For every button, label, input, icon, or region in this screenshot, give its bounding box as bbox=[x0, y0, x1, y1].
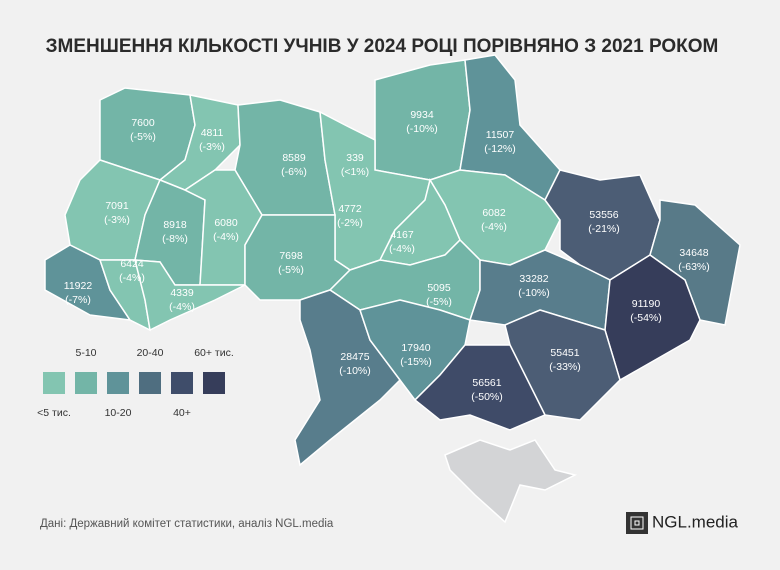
legend-swatch bbox=[203, 372, 225, 394]
region-value: 33282 bbox=[519, 273, 548, 285]
crimea bbox=[444, 439, 578, 524]
region bbox=[604, 254, 701, 382]
region-value: 4339 bbox=[170, 287, 194, 299]
region-change: (-21%) bbox=[588, 223, 620, 235]
logo: NGL.media bbox=[652, 512, 739, 531]
region-change: (-6%) bbox=[281, 166, 307, 178]
region bbox=[134, 259, 246, 332]
region-change: (-63%) bbox=[678, 261, 710, 273]
regions bbox=[44, 54, 741, 467]
legend-label: 20-40 bbox=[137, 347, 164, 359]
logo-icon-detail bbox=[630, 516, 644, 530]
legend: <5 тис. 5-10 10-20 20-40 40+ 60+ тис. bbox=[37, 347, 234, 419]
region-value: 4811 bbox=[201, 127, 224, 139]
title: ЗМЕНШЕННЯ КІЛЬКОСТІ УЧНІВ У 2024 РОЦІ ПО… bbox=[46, 36, 719, 57]
region-change: (-5%) bbox=[278, 264, 304, 276]
region-value: 4167 bbox=[390, 229, 414, 241]
region-change: (-33%) bbox=[549, 361, 581, 373]
legend-label: 40+ bbox=[173, 407, 191, 419]
logo-icon bbox=[626, 512, 648, 534]
legend-swatch bbox=[171, 372, 193, 394]
legend-label: 60+ тис. bbox=[194, 347, 234, 359]
region-value: 7698 bbox=[279, 250, 303, 262]
region-change: (-5%) bbox=[130, 131, 156, 143]
region-value: 7091 bbox=[105, 200, 129, 212]
region-change: (-10%) bbox=[518, 287, 550, 299]
region-change: (-4%) bbox=[169, 301, 195, 313]
source: Дані: Державний комітет статистики, анал… bbox=[40, 518, 334, 530]
region-value: 4772 bbox=[338, 203, 362, 215]
legend-label: <5 тис. bbox=[37, 407, 71, 419]
region-value: 8589 bbox=[282, 152, 306, 164]
region-change: (-10%) bbox=[339, 365, 371, 377]
region-change: (-7%) bbox=[65, 294, 91, 306]
legend-swatch bbox=[75, 372, 97, 394]
region-change: (-12%) bbox=[484, 143, 516, 155]
region-change: (-54%) bbox=[630, 312, 662, 324]
region-change: (-4%) bbox=[389, 243, 415, 255]
region-value: 91190 bbox=[632, 298, 661, 310]
region-value: 17940 bbox=[401, 342, 430, 354]
region-change: (-4%) bbox=[213, 231, 239, 243]
region-value: 56561 bbox=[472, 377, 501, 389]
region-value: 6080 bbox=[214, 217, 238, 229]
region-value: 339 bbox=[346, 152, 364, 164]
region-value: 6424 bbox=[120, 258, 144, 270]
labels: 7600 (-5%) 4811 (-3%) 8589 (-6%) 339 (<1%) 9934 (… bbox=[64, 109, 710, 403]
region-value: 6082 bbox=[482, 207, 506, 219]
region bbox=[413, 344, 547, 431]
region-value: 9934 bbox=[410, 109, 434, 121]
region-value: 34648 bbox=[679, 247, 708, 259]
legend-label: 5-10 bbox=[75, 347, 96, 359]
region-change: (-3%) bbox=[104, 214, 130, 226]
region-value: 28475 bbox=[340, 351, 369, 363]
region-change: (-15%) bbox=[400, 356, 432, 368]
region-value: 55451 bbox=[550, 347, 579, 359]
region-value: 11922 bbox=[64, 280, 93, 292]
region-value: 7600 bbox=[131, 117, 155, 129]
region-change: (-3%) bbox=[199, 141, 225, 153]
region-change: (<1%) bbox=[341, 166, 369, 178]
region-value: 11507 bbox=[486, 129, 515, 141]
region-change: (-8%) bbox=[162, 233, 188, 245]
region-change: (-4%) bbox=[119, 272, 145, 284]
legend-swatch bbox=[107, 372, 129, 394]
region-value: 5095 bbox=[427, 282, 451, 294]
region-change: (-4%) bbox=[481, 221, 507, 233]
region-change: (-10%) bbox=[406, 123, 438, 135]
region-value: 53556 bbox=[589, 209, 618, 221]
region-change: (-50%) bbox=[471, 391, 503, 403]
region-change: (-5%) bbox=[426, 296, 452, 308]
region-change: (-2%) bbox=[337, 217, 363, 229]
legend-label: 10-20 bbox=[105, 407, 132, 419]
legend-swatch bbox=[139, 372, 161, 394]
region-value: 8918 bbox=[163, 219, 187, 231]
legend-swatch bbox=[43, 372, 65, 394]
